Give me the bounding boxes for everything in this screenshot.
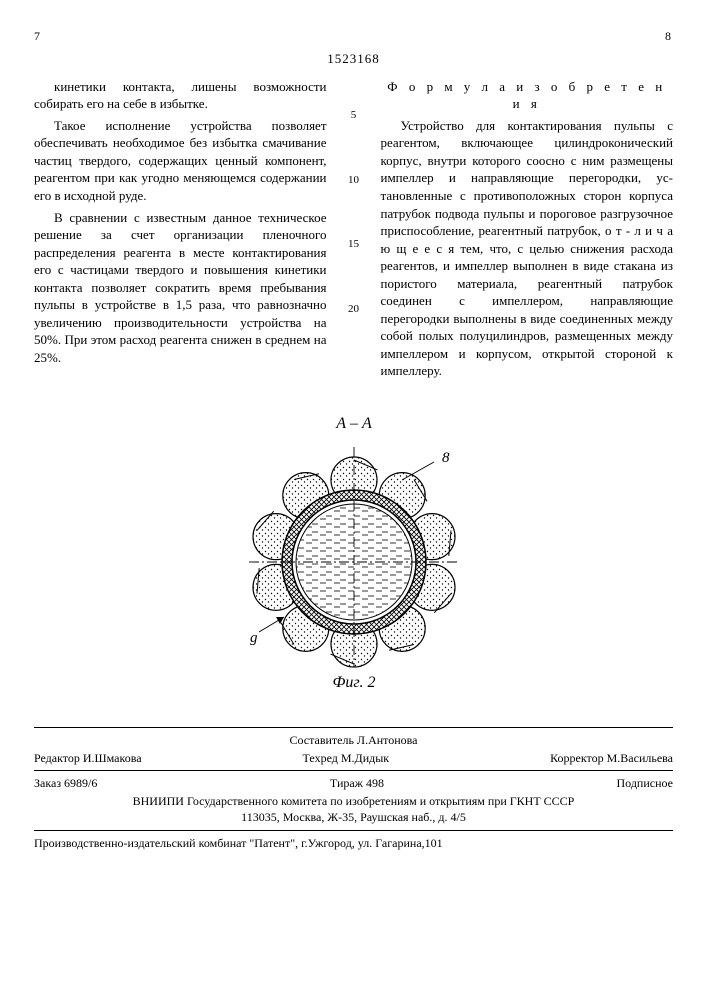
section-label: А – А <box>335 415 372 432</box>
corrector: Корректор М.Васильева <box>550 750 673 766</box>
org-line1: ВНИИПИ Государственного комитета по изоб… <box>34 793 673 809</box>
claim-title: Ф о р м у л а и з о б р е т е н и я <box>381 78 674 113</box>
callout-8: 8 <box>442 450 450 466</box>
left-p1: кинетики контакта, лишены возмож­ности с… <box>34 78 327 113</box>
right-p1: Устройство для контактирования пульпы с … <box>381 117 674 380</box>
diagram-group: 8 g <box>249 447 459 667</box>
divider-2 <box>34 770 673 771</box>
linenum-20: 20 <box>345 302 363 317</box>
figure-2: А – А 8 g Фиг. 2 <box>34 412 673 697</box>
linenum-15: 15 <box>345 237 363 252</box>
credits-block: Составитель Л.Антонова Редактор И.Шмаков… <box>34 727 673 831</box>
footer-line: Производственно-издательский комбинат "П… <box>34 835 673 851</box>
callout-g: g <box>250 630 258 646</box>
linenum-10: 10 <box>345 173 363 188</box>
linenum-5: 5 <box>345 108 363 123</box>
left-column: кинетики контакта, лишены возмож­ности с… <box>34 78 327 384</box>
divider-1 <box>34 727 673 728</box>
page-number-right: 8 <box>665 28 673 44</box>
org-line2: 113035, Москва, Ж-35, Раушская наб., д. … <box>34 809 673 825</box>
tech: Техред М.Дидык <box>303 750 390 766</box>
text-columns: кинетики контакта, лишены возмож­ности с… <box>34 78 673 384</box>
document-number: 1523168 <box>34 50 673 68</box>
page-header: 7 8 <box>34 28 673 44</box>
page-number-left: 7 <box>34 28 42 44</box>
callout-8-line <box>402 462 434 480</box>
subscription: Подписное <box>617 775 674 791</box>
editor: Редактор И.Шмакова <box>34 750 142 766</box>
order: Заказ 6989/6 <box>34 775 97 791</box>
circulation: Тираж 498 <box>330 775 384 791</box>
figure-svg: А – А 8 g Фиг. 2 <box>204 412 504 692</box>
left-p2: Такое исполнение устройства поз­воляет о… <box>34 117 327 205</box>
figure-caption: Фиг. 2 <box>332 674 375 691</box>
compiler: Составитель Л.Антонова <box>34 732 673 748</box>
line-number-gutter: 5 10 15 20 <box>345 78 363 384</box>
divider-3 <box>34 830 673 831</box>
right-column: Ф о р м у л а и з о б р е т е н и я Устр… <box>381 78 674 384</box>
left-p3: В сравнении с известным данное техническ… <box>34 209 327 367</box>
